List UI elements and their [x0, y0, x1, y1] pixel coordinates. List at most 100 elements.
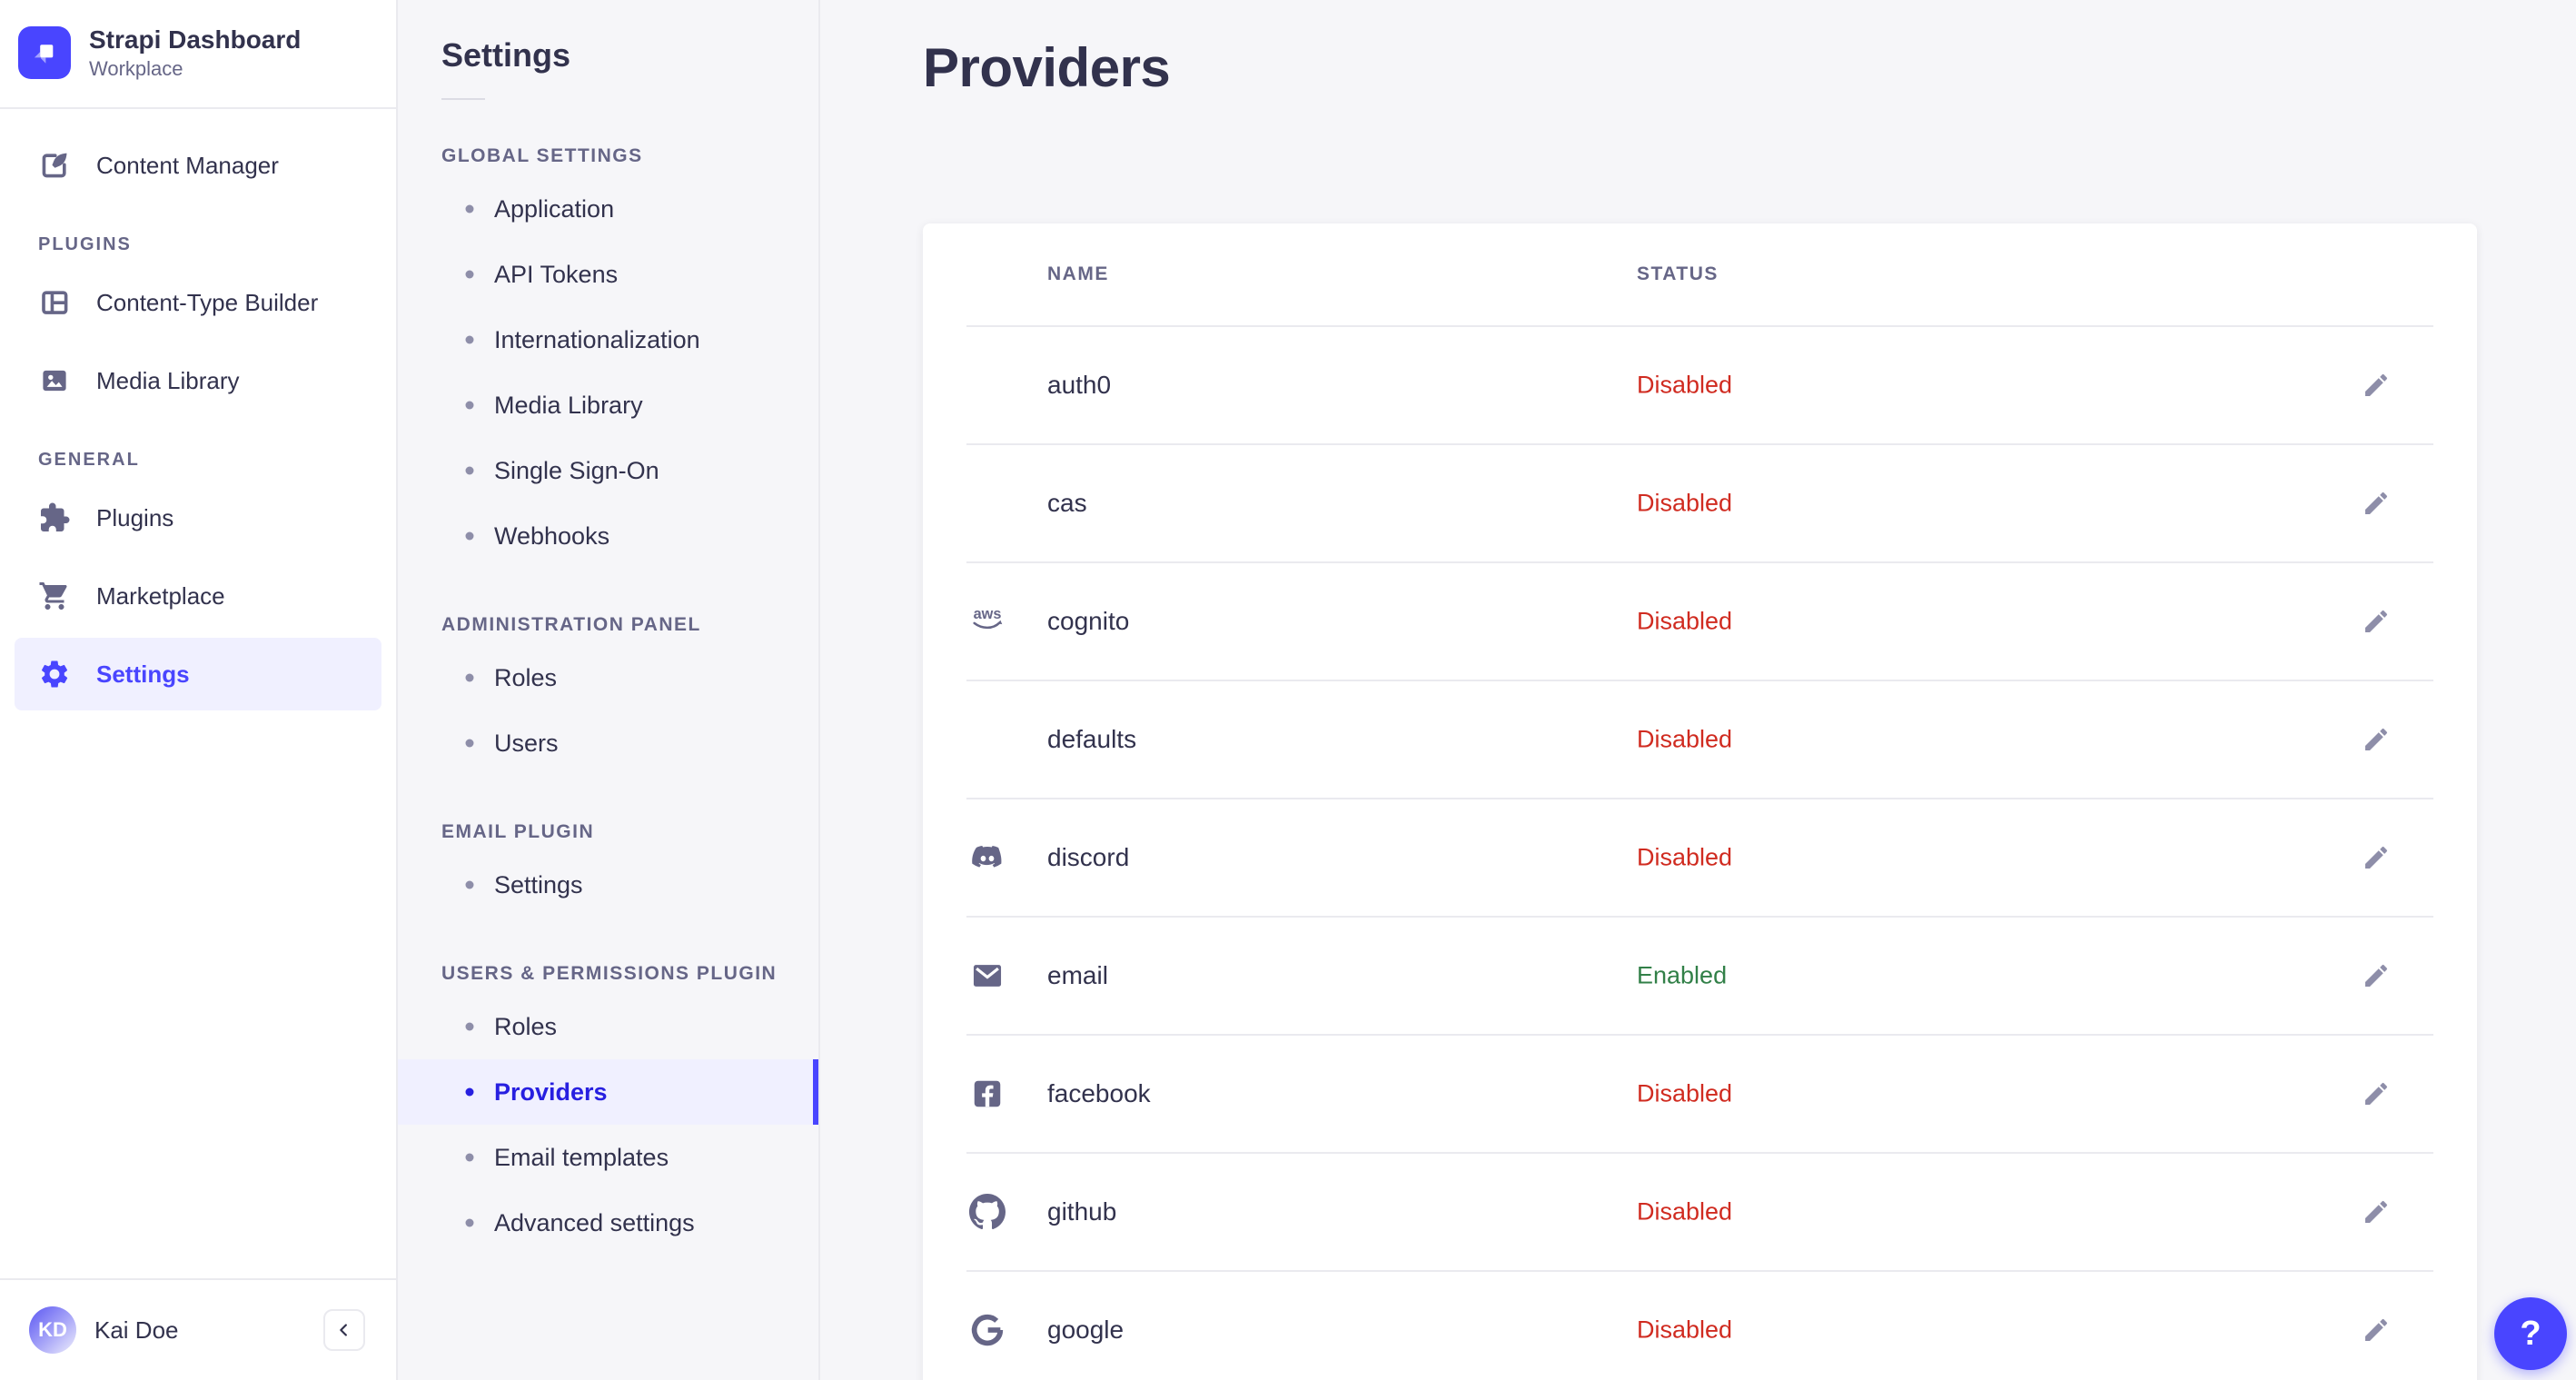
provider-name: defaults	[1047, 725, 1137, 753]
strapi-logo-icon	[18, 26, 71, 79]
content-manager-icon	[38, 149, 71, 182]
google-icon	[966, 1309, 1008, 1351]
puzzle-icon	[38, 501, 71, 534]
workspace-name: Workplace	[89, 57, 183, 80]
edit-button[interactable]	[2355, 1191, 2397, 1233]
subnav-divider	[441, 98, 485, 100]
subnav-section-title: USERS & PERMISSIONS PLUGIN	[441, 963, 778, 984]
svg-text:aws: aws	[974, 606, 1002, 622]
table-row[interactable]: defaults Disabled	[966, 681, 2433, 799]
column-header-status: STATUS	[1637, 263, 1719, 284]
aws-icon: aws	[966, 601, 1008, 642]
subnav-section-title: EMAIL PLUGIN	[441, 821, 595, 842]
sidebar-item-content-type-builder[interactable]: Content-Type Builder	[15, 266, 381, 339]
edit-button[interactable]	[2355, 719, 2397, 760]
chevron-left-icon	[334, 1320, 354, 1340]
sidebar-item-label: Content-Type Builder	[96, 288, 319, 316]
status-badge: Disabled	[1637, 371, 1733, 399]
provider-name: auth0	[1047, 371, 1112, 399]
subnav-item-advanced-settings[interactable]: Advanced settings	[398, 1190, 818, 1256]
subnav-item-media-library[interactable]: Media Library	[398, 372, 818, 438]
table-row[interactable]: discord Disabled	[966, 799, 2433, 918]
sidebar-footer: KD Kai Doe	[0, 1278, 396, 1380]
subnav-item-application[interactable]: Application	[398, 176, 818, 242]
edit-button[interactable]	[2355, 364, 2397, 406]
status-badge: Disabled	[1637, 1315, 1733, 1344]
sidebar-item-label: Plugins	[96, 503, 174, 531]
table-row[interactable]: auth0 Disabled	[966, 327, 2433, 445]
sidebar-item-marketplace[interactable]: Marketplace	[15, 560, 381, 632]
sidebar-item-media-library[interactable]: Media Library	[15, 344, 381, 417]
column-header-name: NAME	[1047, 263, 1109, 284]
sidebar-item-settings[interactable]: Settings	[15, 638, 381, 710]
provider-name: email	[1047, 961, 1108, 989]
help-button[interactable]: ?	[2494, 1297, 2567, 1370]
provider-name: cognito	[1047, 607, 1130, 635]
sidebar-nav: Content Manager PLUGINS Content-Type Bui…	[0, 109, 396, 716]
status-badge: Disabled	[1637, 1079, 1733, 1107]
sidebar-item-plugins[interactable]: Plugins	[15, 482, 381, 554]
subnav-section-global-settings: GLOBAL SETTINGS Application API Tokens I…	[398, 145, 818, 569]
sidebar-section-plugins: PLUGINS	[38, 234, 132, 254]
discord-icon	[966, 837, 1008, 879]
table-row[interactable]: github Disabled	[966, 1154, 2433, 1272]
subnav-item-email-settings[interactable]: Settings	[398, 852, 818, 918]
github-icon	[966, 1191, 1008, 1233]
sidebar-section-general: GENERAL	[38, 450, 140, 470]
sidebar-item-label: Media Library	[96, 366, 240, 394]
status-badge: Disabled	[1637, 489, 1733, 517]
workspace-header[interactable]: Strapi Dashboard Workplace	[0, 0, 396, 109]
status-badge: Disabled	[1637, 1197, 1733, 1226]
provider-name: google	[1047, 1315, 1125, 1344]
edit-button[interactable]	[2355, 1073, 2397, 1115]
status-badge: Disabled	[1637, 725, 1733, 753]
user-name: Kai Doe	[94, 1315, 179, 1344]
subnav-item-admin-users[interactable]: Users	[398, 710, 818, 776]
subnav-section-title: ADMINISTRATION PANEL	[441, 614, 701, 635]
subnav-section-users-permissions-plugin: USERS & PERMISSIONS PLUGIN Roles Provide…	[398, 963, 818, 1256]
collapse-sidebar-button[interactable]	[323, 1309, 365, 1351]
table-header-row: NAME STATUS	[966, 223, 2433, 327]
page-title: Providers	[923, 37, 1171, 98]
provider-name: github	[1047, 1197, 1117, 1226]
sidebar-item-label: Content Manager	[96, 151, 279, 179]
sidebar-item-content-manager[interactable]: Content Manager	[15, 129, 381, 202]
cart-icon	[38, 580, 71, 612]
edit-button[interactable]	[2355, 837, 2397, 879]
subnav-section-email-plugin: EMAIL PLUGIN Settings	[398, 821, 818, 918]
subnav-item-single-sign-on[interactable]: Single Sign-On	[398, 438, 818, 503]
sidebar-item-label: Marketplace	[96, 581, 225, 610]
content-type-builder-icon	[38, 286, 71, 319]
subnav-item-webhooks[interactable]: Webhooks	[398, 503, 818, 569]
providers-table-card: NAME STATUS auth0 Disabled cas Disabled …	[923, 223, 2477, 1380]
sidebar-item-label: Settings	[96, 660, 190, 688]
subnav-item-email-templates[interactable]: Email templates	[398, 1125, 818, 1190]
subnav-section-administration-panel: ADMINISTRATION PANEL Roles Users	[398, 614, 818, 776]
table-row[interactable]: email Enabled	[966, 918, 2433, 1036]
edit-button[interactable]	[2355, 955, 2397, 997]
avatar[interactable]: KD	[29, 1306, 76, 1354]
media-library-icon	[38, 364, 71, 397]
edit-button[interactable]	[2355, 601, 2397, 642]
subnav-section-title: GLOBAL SETTINGS	[441, 145, 643, 166]
subnav-item-providers[interactable]: Providers	[398, 1059, 818, 1125]
edit-button[interactable]	[2355, 1309, 2397, 1351]
subnav-item-up-roles[interactable]: Roles	[398, 994, 818, 1059]
settings-subnav: Settings GLOBAL SETTINGS Application API…	[398, 0, 820, 1380]
table-row[interactable]: google Disabled	[966, 1272, 2433, 1380]
table-row[interactable]: aws cognito Disabled	[966, 563, 2433, 681]
subnav-item-admin-roles[interactable]: Roles	[398, 645, 818, 710]
provider-name: discord	[1047, 843, 1130, 871]
provider-name: cas	[1047, 489, 1087, 517]
status-badge: Disabled	[1637, 607, 1733, 635]
table-row[interactable]: facebook Disabled	[966, 1036, 2433, 1154]
main-content: Providers NAME STATUS auth0 Disabled cas…	[820, 0, 2576, 1380]
subnav-item-internationalization[interactable]: Internationalization	[398, 307, 818, 372]
subnav-item-api-tokens[interactable]: API Tokens	[398, 242, 818, 307]
status-badge: Enabled	[1637, 961, 1728, 989]
table-row[interactable]: cas Disabled	[966, 445, 2433, 563]
provider-name: facebook	[1047, 1079, 1151, 1107]
main-sidebar: Strapi Dashboard Workplace Content Manag…	[0, 0, 398, 1380]
status-badge: Disabled	[1637, 843, 1733, 871]
edit-button[interactable]	[2355, 482, 2397, 524]
